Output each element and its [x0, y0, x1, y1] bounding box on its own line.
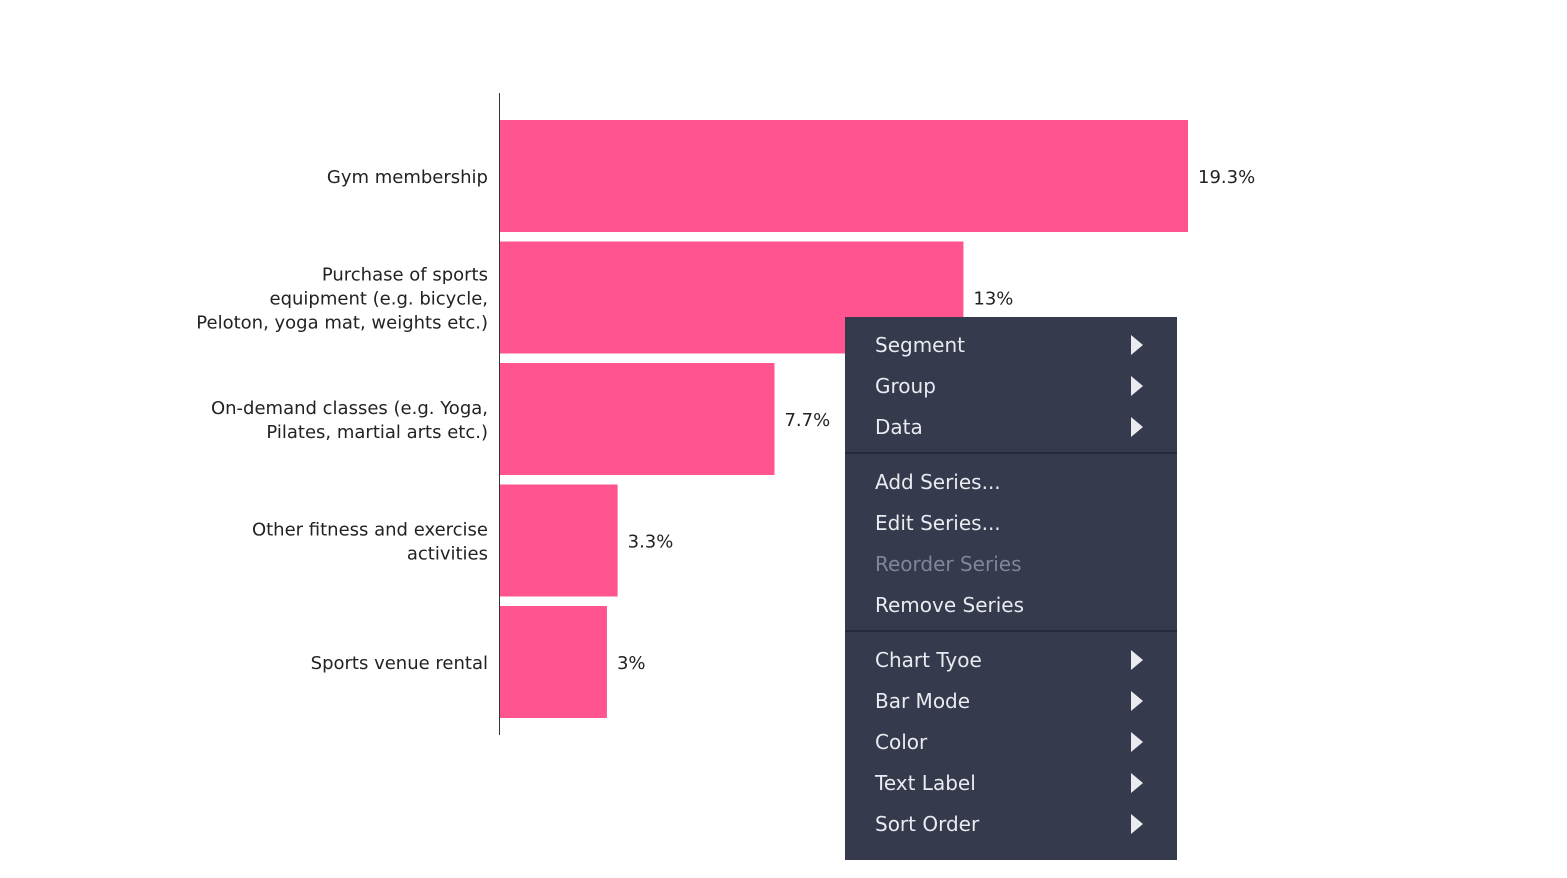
- menu-item-label: Group: [875, 374, 936, 398]
- menu-item-label: Add Series...: [875, 470, 1001, 494]
- menu-item-edit-series[interactable]: Edit Series...: [845, 503, 1177, 543]
- category-label-line: On-demand classes (e.g. Yoga,: [211, 398, 488, 419]
- category-labels-group: Gym membership Purchase of sports equipmen…: [196, 167, 488, 674]
- category-label-line: activities: [407, 544, 488, 565]
- menu-item-group[interactable]: Group: [845, 366, 1177, 406]
- value-label-5: 3%: [617, 653, 646, 674]
- category-label-line: Pilates, martial arts etc.): [266, 422, 488, 443]
- menu-item-label: Reorder Series: [875, 552, 1022, 576]
- menu-item-chart-tyoe[interactable]: Chart Tyoe: [845, 640, 1177, 680]
- menu-item-label: Bar Mode: [875, 689, 971, 713]
- menu-item-data[interactable]: Data: [845, 407, 1177, 447]
- menu-item-label: Chart Tyoe: [875, 648, 982, 672]
- category-label-1: Gym membership: [327, 167, 488, 188]
- menu-item-bar-mode[interactable]: Bar Mode: [845, 681, 1177, 721]
- category-label-line: Purchase of sports: [322, 265, 488, 286]
- menu-item-sort-order[interactable]: Sort Order: [845, 804, 1177, 844]
- category-label-line: Gym membership: [327, 167, 488, 188]
- menu-item-add-series[interactable]: Add Series...: [845, 462, 1177, 502]
- menu-item-segment[interactable]: Segment: [845, 325, 1177, 365]
- menu-item-reorder-series: Reorder Series: [845, 544, 1177, 584]
- category-label-line: equipment (e.g. bicycle,: [270, 289, 489, 310]
- bar-4[interactable]: [500, 484, 618, 597]
- menu-item-label: Data: [875, 415, 923, 439]
- menu-item-remove-series[interactable]: Remove Series: [845, 585, 1177, 625]
- category-label-line: Peloton, yoga mat, weights etc.): [196, 313, 488, 334]
- bars-group: [500, 120, 1188, 718]
- category-label-4: Other fitness and exercise activities: [252, 520, 488, 565]
- menu-item-text-label[interactable]: Text Label: [845, 763, 1177, 803]
- value-label-1: 19.3%: [1198, 167, 1255, 188]
- menu-item-label: Segment: [875, 333, 965, 357]
- menu-separator: [845, 630, 1177, 632]
- submenu-arrow-icon: [1131, 417, 1143, 437]
- bar-3[interactable]: [500, 363, 775, 475]
- category-label-line: Sports venue rental: [311, 653, 488, 674]
- submenu-arrow-icon: [1131, 814, 1143, 834]
- menu-item-label: Text Label: [875, 771, 976, 795]
- bar-5[interactable]: [500, 606, 607, 718]
- value-label-4: 3.3%: [628, 532, 674, 553]
- context-menu: Segment Group Data Add Series... Edit Series…: [845, 317, 1177, 860]
- submenu-arrow-icon: [1131, 773, 1143, 793]
- submenu-arrow-icon: [1131, 732, 1143, 752]
- category-label-5: Sports venue rental: [311, 653, 488, 674]
- submenu-arrow-icon: [1131, 376, 1143, 396]
- value-label-3: 7.7%: [784, 410, 830, 431]
- submenu-arrow-icon: [1131, 650, 1143, 670]
- category-label-3: On-demand classes (e.g. Yoga, Pilates, ma…: [211, 398, 488, 443]
- category-label-2: Purchase of sports equipment (e.g. bicycl…: [196, 265, 488, 334]
- menu-item-label: Sort Order: [875, 812, 980, 836]
- value-labels-group: 19.3% 13% 7.7% 3.3% 3%: [617, 167, 1255, 674]
- menu-item-label: Edit Series...: [875, 511, 1001, 535]
- submenu-arrow-icon: [1131, 691, 1143, 711]
- menu-item-label: Color: [875, 730, 928, 754]
- submenu-arrow-icon: [1131, 335, 1143, 355]
- menu-separator: [845, 452, 1177, 454]
- category-label-line: Other fitness and exercise: [252, 520, 488, 541]
- menu-item-label: Remove Series: [875, 593, 1025, 617]
- menu-item-color[interactable]: Color: [845, 722, 1177, 762]
- value-label-2: 13%: [973, 289, 1013, 310]
- bar-1[interactable]: [500, 120, 1188, 232]
